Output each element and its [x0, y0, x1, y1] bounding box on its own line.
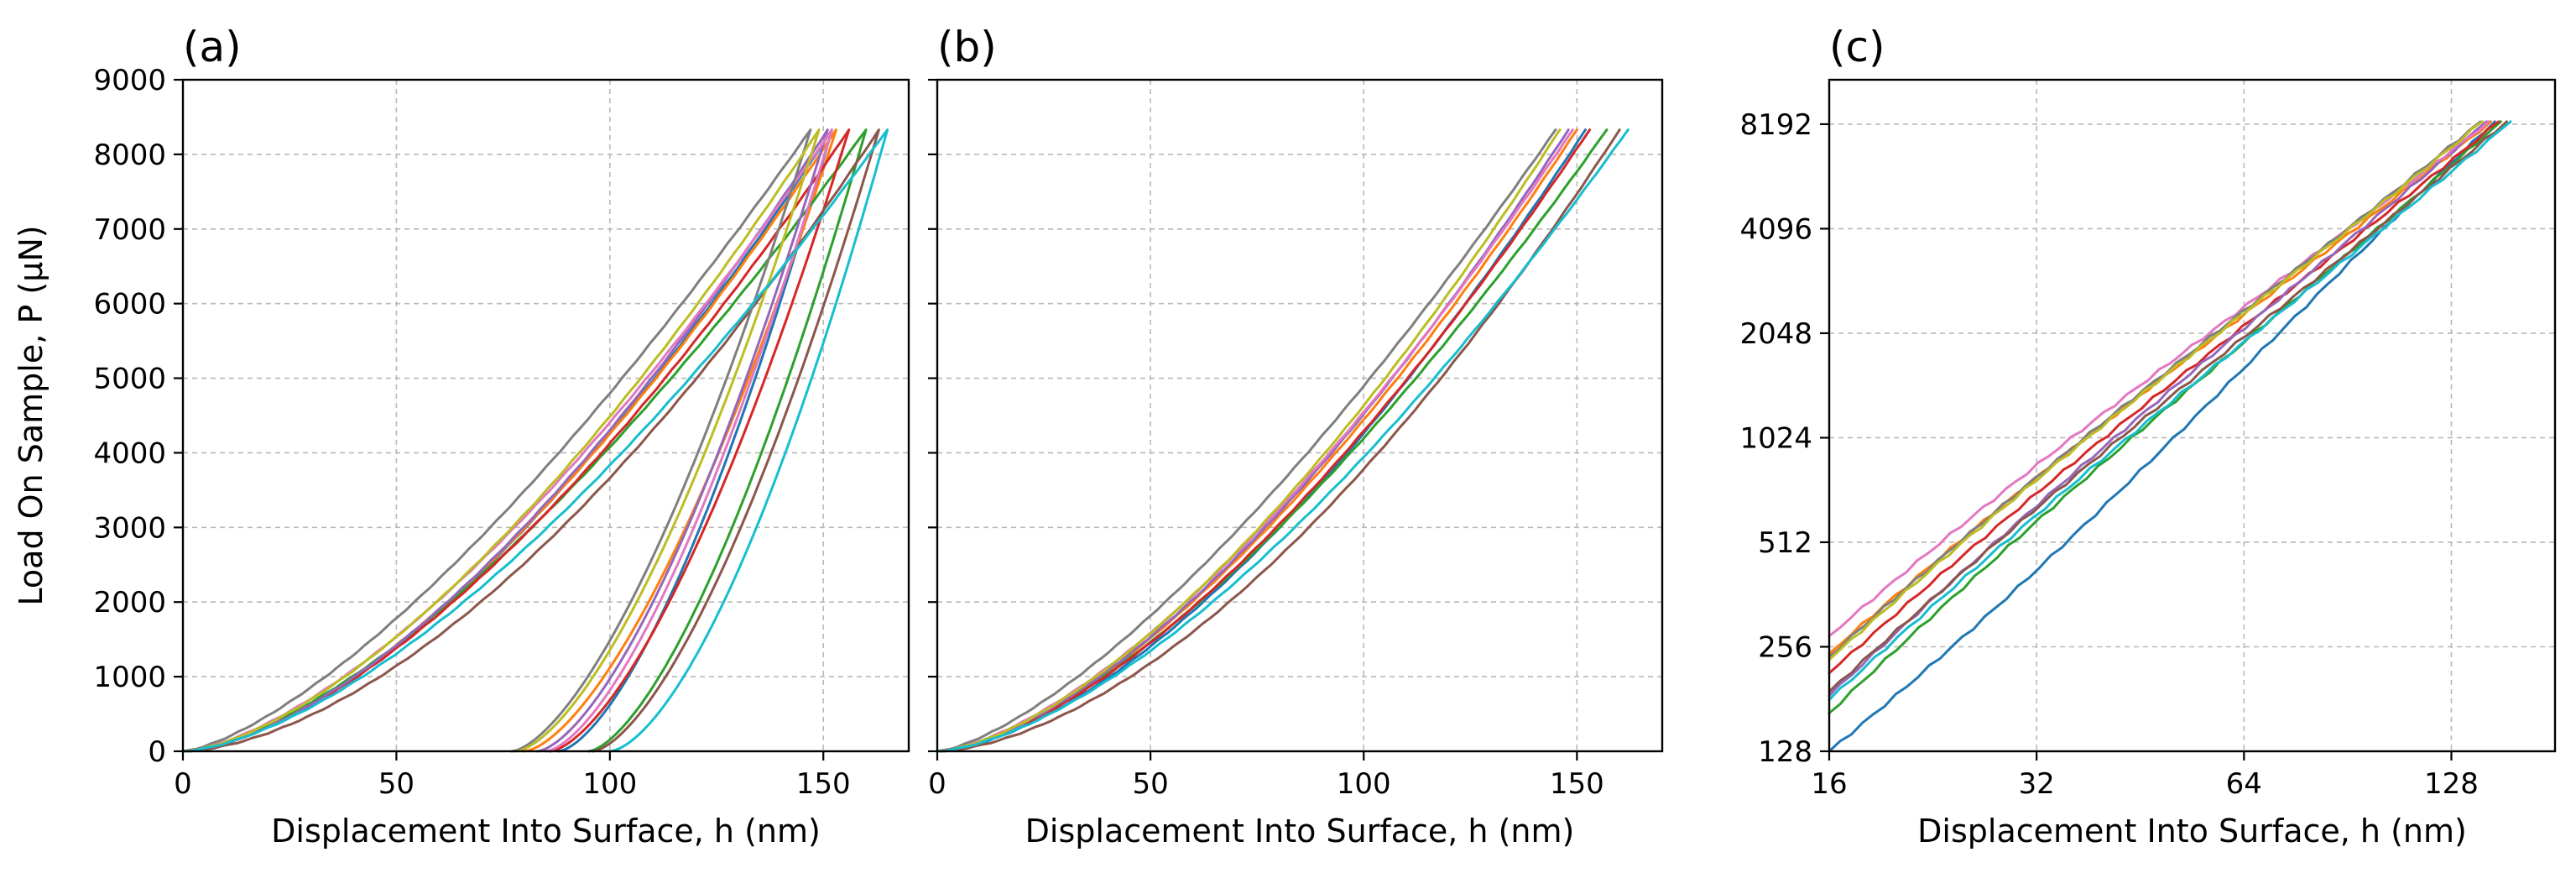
panel-c-series-9-line	[1828, 120, 2484, 661]
panel-b-ticks: 0 50 100 150	[928, 78, 1604, 801]
panel-c-ticks: 16 32 64 128 128 256 512 1024 2048 4096 8192	[1739, 108, 2478, 801]
panel-b-series-6-line	[936, 128, 1621, 753]
panel-c-series-6-line	[1828, 120, 2508, 693]
panel-c-y-tick-label: 512	[1758, 526, 1812, 560]
panel-a-ticks: 0 50 100 150 0 1000 2000 3000 4000 5000 6000 7000 80…	[93, 64, 850, 801]
panel-a-label: (a)	[183, 23, 242, 71]
panel-c-y-tick-label: 1024	[1739, 421, 1812, 455]
panel-b-curves	[936, 128, 1630, 753]
panel-a-x-tick-label: 100	[582, 767, 637, 801]
panel-a-series-1-line	[181, 128, 833, 753]
panel-c-y-tick-label: 128	[1758, 735, 1812, 769]
panel-b-series-5-line	[936, 128, 1570, 753]
panel-a-x-tick-label: 150	[796, 767, 851, 801]
panel-c-series-4-line	[1828, 120, 2500, 675]
panel-a-frame	[181, 78, 910, 753]
panel-a-series-2-line	[181, 128, 837, 753]
panel-c-y-tick-label: 256	[1758, 630, 1812, 664]
panel-a-series-8-line	[181, 128, 812, 753]
panel-b-x-tick-label: 150	[1550, 767, 1604, 801]
panel-c-x-tick-label: 16	[1811, 767, 1847, 801]
panel-a: 0 50 100 150 0 1000 2000 3000 4000 5000 6000 7000 80…	[13, 23, 910, 849]
panel-b-series-2-line	[936, 128, 1578, 753]
panel-a-x-axis-title: Displacement Into Surface, h (nm)	[271, 813, 821, 849]
panel-b-x-tick-label: 0	[928, 767, 946, 801]
panel-a-y-tick-label: 1000	[93, 661, 166, 694]
panel-b-label: (b)	[937, 23, 997, 71]
panel-b-series-9-line	[936, 128, 1562, 753]
panel-a-series-6-line	[181, 128, 880, 753]
panel-a-y-tick-label: 9000	[93, 64, 166, 97]
panel-a-y-tick-label: 2000	[93, 586, 166, 619]
panel-b-grid	[936, 79, 1662, 752]
panel-a-x-tick-label: 50	[378, 767, 415, 801]
panel-b-series-4-line	[936, 128, 1592, 753]
panel-c-x-tick-label: 32	[2019, 767, 2055, 801]
panel-b-x-axis-title: Displacement Into Surface, h (nm)	[1025, 813, 1575, 849]
panel-a-y-axis-title: Load On Sample, P (μN)	[13, 225, 50, 605]
panel-a-y-tick-label: 7000	[93, 213, 166, 247]
panel-a-series-3-line	[181, 128, 868, 753]
panel-c-x-axis-title: Displacement Into Surface, h (nm)	[1917, 813, 2467, 849]
panel-b-series-7-line	[936, 128, 1574, 753]
panel-c-grid	[1828, 80, 2555, 752]
panel-a-y-tick-label: 5000	[93, 363, 166, 396]
panel-a-y-tick-label: 8000	[93, 139, 166, 172]
panel-c: 16 32 64 128 128 256 512 1024 2048 4096 8192 (c) D…	[1739, 23, 2557, 849]
panel-c-y-tick-label: 2048	[1739, 317, 1812, 351]
panel-a-series-5-line	[181, 128, 829, 753]
panel-a-curves	[181, 128, 889, 753]
panel-c-x-tick-label: 128	[2424, 767, 2479, 801]
panel-a-y-tick-label: 3000	[93, 511, 166, 545]
panel-c-y-tick-label: 8192	[1739, 108, 1812, 142]
panel-b-series-10-line	[936, 128, 1630, 753]
panel-a-series-4-line	[181, 128, 851, 753]
panel-c-x-tick-label: 64	[2226, 767, 2262, 801]
panel-c-y-tick-label: 4096	[1739, 212, 1812, 246]
panel-a-y-tick-label: 6000	[93, 288, 166, 321]
panel-a-series-9-line	[181, 128, 821, 753]
panel-b-frame	[936, 78, 1664, 753]
panel-c-frame	[1828, 78, 2557, 753]
panel-b-series-8-line	[936, 128, 1557, 753]
panel-a-x-tick-label: 0	[174, 767, 192, 801]
panel-a-y-tick-label: 4000	[93, 436, 166, 470]
panel-c-curves	[1828, 120, 2512, 753]
panel-c-label: (c)	[1829, 23, 1885, 71]
panel-a-y-tick-label: 0	[148, 735, 166, 769]
panel-a-series-10-line	[181, 128, 889, 753]
panel-c-series-10-line	[1828, 120, 2512, 702]
panel-b-x-tick-label: 100	[1337, 767, 1391, 801]
panel-b-x-tick-label: 50	[1132, 767, 1168, 801]
panel-b: 0 50 100 150 (b) Displacement Into Surface,…	[928, 23, 1664, 849]
